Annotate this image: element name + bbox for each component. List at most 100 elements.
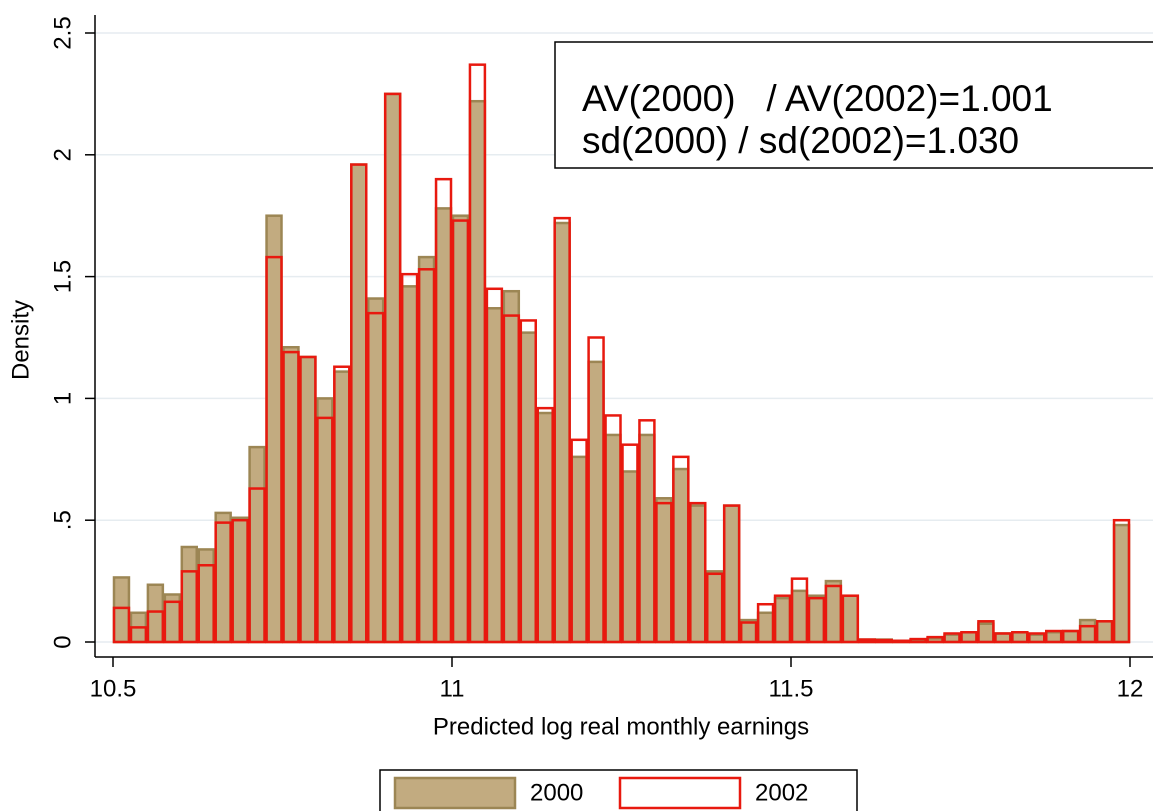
bar [299, 355, 317, 644]
bar [502, 289, 521, 644]
bar [1095, 620, 1114, 644]
bar [672, 455, 690, 644]
bar [892, 639, 910, 644]
annotation: AV(2000) / AV(2002)=1.001 [582, 78, 1053, 119]
bar [350, 163, 368, 644]
bar [367, 297, 385, 644]
bar [960, 631, 978, 644]
bar [536, 411, 554, 644]
bar [587, 360, 605, 644]
bar [231, 518, 249, 644]
bar [231, 516, 249, 644]
bar [790, 589, 809, 644]
bar [519, 331, 537, 644]
bar [570, 438, 588, 644]
bar [485, 287, 504, 644]
bar [689, 504, 707, 644]
bar [621, 443, 639, 644]
x-tick-label: 12 [1117, 675, 1144, 702]
bar [383, 92, 402, 644]
bar [841, 594, 860, 644]
bar [350, 163, 368, 644]
bar [333, 365, 351, 644]
legend-swatch [393, 776, 517, 810]
bar [1078, 618, 1097, 644]
bar [248, 487, 266, 644]
bar [858, 638, 876, 644]
x-tick-label: 11.5 [769, 675, 814, 702]
bar [417, 268, 436, 644]
bar [739, 621, 758, 644]
bar [1112, 523, 1131, 644]
y-tick-label: 0 [49, 635, 76, 648]
bar [756, 602, 775, 644]
bar [638, 433, 656, 644]
bar [655, 497, 673, 644]
bar [536, 406, 554, 644]
bar [1061, 629, 1080, 644]
x-tick-label: 11 [440, 675, 465, 702]
y-tick-label: 1 [49, 392, 76, 405]
bar [197, 564, 215, 644]
bar [638, 419, 656, 644]
bar [434, 177, 453, 644]
bar [417, 255, 436, 644]
bar [773, 596, 792, 644]
bar [994, 632, 1012, 644]
bar [333, 370, 351, 644]
annotation-box: AV(2000) / AV(2002)=1.001 sd(2000) / sd(… [554, 41, 1153, 169]
bar [824, 579, 843, 644]
bar [502, 314, 521, 644]
bar [434, 207, 453, 644]
bar [926, 635, 944, 644]
bar [621, 470, 639, 644]
bar [163, 600, 182, 644]
y-axis-label: Density [7, 300, 34, 380]
legend-label: 2000 [530, 779, 583, 806]
bar [807, 596, 826, 644]
bar [553, 216, 571, 644]
bar [468, 99, 487, 644]
y-tick-label: 2 [49, 148, 76, 161]
bar [451, 214, 470, 644]
bar [553, 221, 571, 644]
bar [129, 626, 148, 644]
bar [875, 638, 893, 644]
bar [146, 610, 165, 644]
bar [1011, 631, 1029, 644]
bar [722, 504, 741, 644]
bar [519, 319, 537, 644]
bar [943, 632, 961, 644]
bar [248, 445, 266, 644]
bar [756, 611, 775, 644]
bar [451, 219, 470, 644]
bar [400, 272, 419, 644]
y-tick-label: 1.5 [49, 260, 76, 293]
x-tick-label: 10.5 [90, 675, 137, 702]
bar [112, 576, 131, 644]
bar [977, 622, 995, 644]
bar [706, 572, 724, 644]
bar [1061, 629, 1080, 644]
legend-swatch [618, 776, 742, 810]
bar [265, 214, 283, 644]
bar [841, 594, 860, 644]
bar [180, 545, 199, 644]
bar [112, 606, 131, 644]
bar [722, 504, 741, 644]
bar [1045, 629, 1063, 644]
annotation-frame [554, 41, 1153, 169]
bar [282, 345, 300, 644]
bar [316, 397, 334, 644]
bar [655, 501, 673, 644]
bar [604, 414, 622, 644]
bar [1028, 632, 1046, 644]
bar [214, 521, 232, 644]
y-tick-label: 2.5 [49, 16, 76, 49]
bar [689, 501, 707, 644]
legend-label: 2002 [755, 779, 808, 806]
bar [807, 594, 826, 644]
bar [180, 570, 199, 644]
annotation: sd(2000) / sd(2002)=1.030 [582, 120, 1019, 161]
